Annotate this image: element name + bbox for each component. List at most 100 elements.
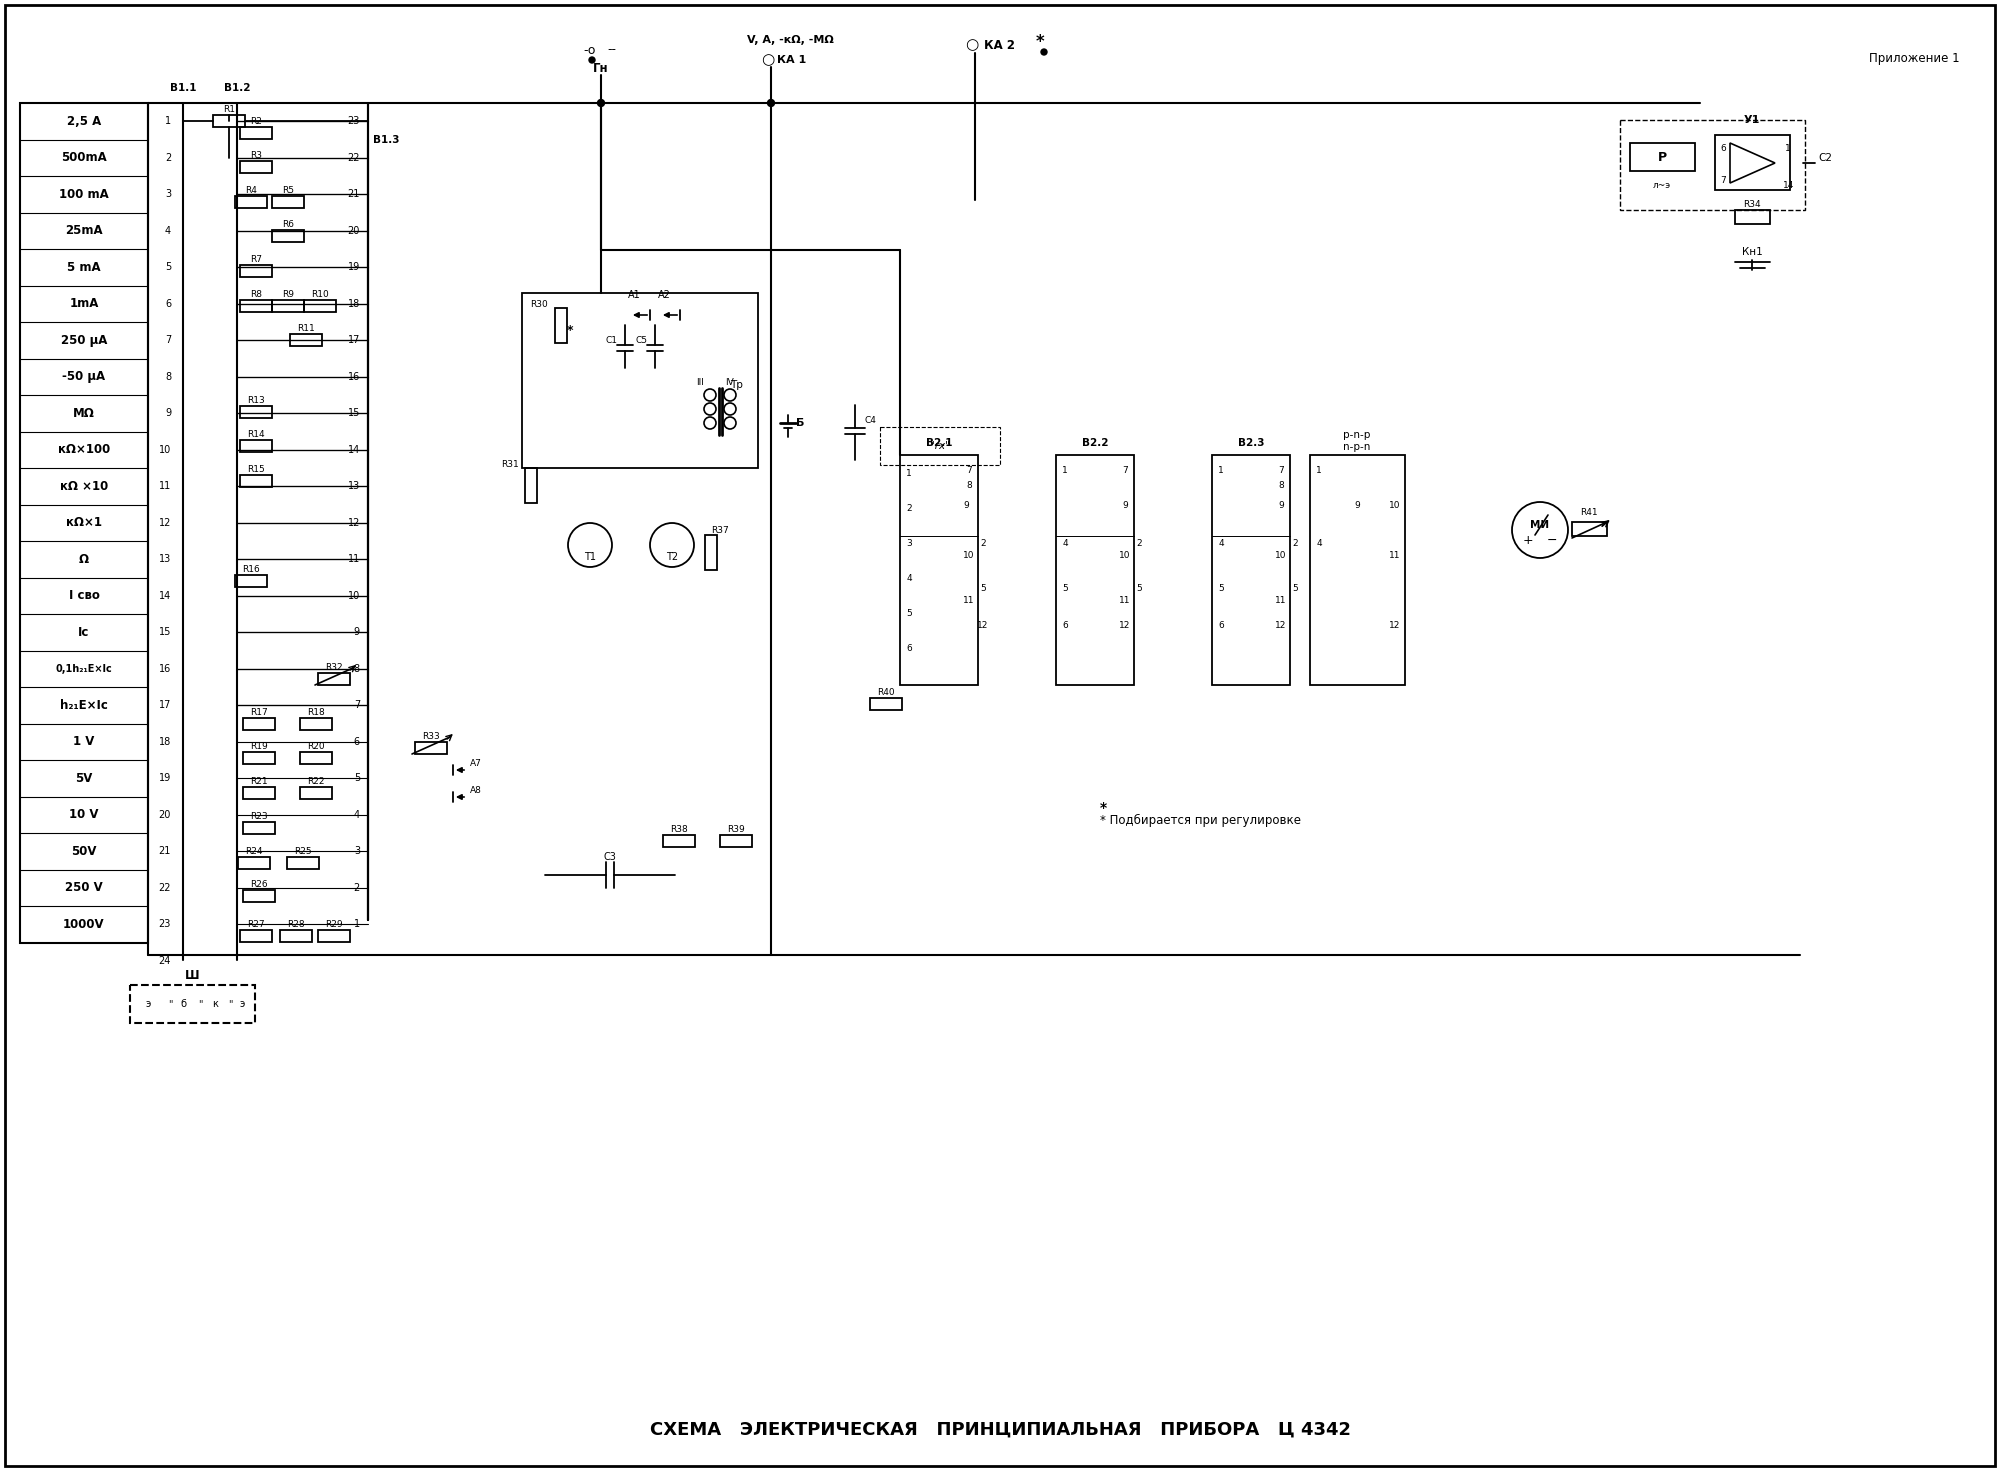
- Text: −: −: [1546, 534, 1558, 547]
- Circle shape: [598, 100, 604, 106]
- Text: 1: 1: [164, 116, 172, 127]
- Text: 2: 2: [164, 153, 172, 163]
- Text: R1: R1: [224, 104, 236, 113]
- Bar: [212, 115, 244, 127]
- Text: КА 2: КА 2: [984, 38, 1016, 51]
- Bar: [290, 334, 322, 346]
- Text: 16: 16: [348, 372, 360, 382]
- Bar: [1630, 143, 1696, 171]
- Bar: [288, 858, 320, 869]
- Text: 20: 20: [158, 809, 172, 819]
- Text: C2: C2: [1818, 153, 1832, 163]
- Bar: [272, 196, 304, 207]
- Text: 7: 7: [1720, 175, 1726, 184]
- Text: 1: 1: [906, 468, 912, 478]
- Text: 23: 23: [348, 116, 360, 127]
- Text: R24: R24: [246, 846, 262, 856]
- Text: 1: 1: [1786, 144, 1790, 153]
- Text: 10: 10: [1120, 550, 1130, 559]
- Text: 12: 12: [1276, 621, 1286, 630]
- Text: 11: 11: [964, 596, 974, 605]
- Text: R33: R33: [422, 731, 440, 740]
- Bar: [240, 265, 272, 277]
- Text: 13: 13: [158, 555, 172, 565]
- Bar: [304, 300, 336, 312]
- Bar: [1716, 135, 1790, 190]
- Text: 9: 9: [1278, 500, 1284, 509]
- Text: 5: 5: [906, 609, 912, 618]
- Text: 12: 12: [348, 518, 360, 528]
- Text: 250 V: 250 V: [66, 881, 102, 894]
- Text: 7: 7: [1122, 465, 1128, 475]
- Text: ": ": [198, 999, 202, 1009]
- Text: 6: 6: [354, 737, 360, 747]
- Bar: [704, 535, 716, 569]
- Text: 18: 18: [158, 737, 172, 747]
- Text: I сво: I сво: [68, 590, 100, 602]
- Text: 5V: 5V: [76, 772, 92, 784]
- Text: R23: R23: [250, 812, 268, 821]
- Text: 5: 5: [1062, 584, 1068, 593]
- Text: 5: 5: [980, 584, 986, 593]
- Text: 7: 7: [164, 335, 172, 346]
- Text: -o: -o: [584, 44, 596, 56]
- Text: Т2: Т2: [666, 552, 678, 562]
- Text: 25mA: 25mA: [66, 224, 102, 237]
- Text: C5: C5: [636, 335, 648, 344]
- Text: В2.2: В2.2: [1082, 438, 1108, 449]
- Text: 0,1h₂₁E×Ic: 0,1h₂₁E×Ic: [56, 663, 112, 674]
- Bar: [240, 440, 272, 452]
- Bar: [240, 300, 272, 312]
- Text: л~э: л~э: [1652, 181, 1672, 190]
- Text: МИ: МИ: [1530, 521, 1550, 530]
- Text: 250 μА: 250 μА: [60, 334, 108, 347]
- Text: R27: R27: [248, 919, 264, 928]
- Text: 50V: 50V: [72, 844, 96, 858]
- Bar: [1212, 455, 1290, 685]
- Bar: [272, 300, 304, 312]
- Text: 9: 9: [1354, 500, 1360, 509]
- Text: А8: А8: [470, 786, 482, 794]
- Text: 10 V: 10 V: [70, 808, 98, 821]
- Bar: [244, 718, 276, 730]
- Bar: [1572, 522, 1608, 535]
- Text: 16: 16: [158, 663, 172, 674]
- Text: h₂₁E×Ic: h₂₁E×Ic: [60, 699, 108, 712]
- Text: 1: 1: [1062, 465, 1068, 475]
- Text: 2: 2: [906, 503, 912, 512]
- Text: R39: R39: [728, 825, 744, 834]
- Text: 11: 11: [348, 555, 360, 565]
- Text: C1: C1: [604, 335, 616, 344]
- Bar: [244, 752, 276, 763]
- Text: 14: 14: [348, 444, 360, 455]
- Text: 20: 20: [348, 225, 360, 235]
- Text: 18: 18: [348, 299, 360, 309]
- Text: 2: 2: [1136, 538, 1142, 547]
- Bar: [1736, 210, 1770, 224]
- Text: *: *: [1036, 32, 1044, 51]
- Text: р-n-р: р-n-р: [1344, 430, 1370, 440]
- Bar: [880, 427, 1000, 465]
- Text: 6: 6: [1218, 621, 1224, 630]
- Text: R22: R22: [308, 777, 324, 786]
- Text: 22: 22: [348, 153, 360, 163]
- Text: В2.3: В2.3: [1238, 438, 1264, 449]
- Text: 6: 6: [906, 643, 912, 653]
- Text: 9: 9: [1122, 500, 1128, 509]
- Text: 23: 23: [158, 919, 172, 930]
- Bar: [244, 787, 276, 799]
- Circle shape: [1040, 49, 1048, 54]
- Bar: [244, 822, 276, 834]
- Bar: [318, 930, 350, 941]
- Text: 100 mA: 100 mA: [60, 188, 108, 200]
- Bar: [240, 160, 272, 174]
- Bar: [300, 787, 332, 799]
- Text: ": ": [168, 999, 172, 1009]
- Text: 1: 1: [1218, 465, 1224, 475]
- Text: 19: 19: [348, 262, 360, 272]
- Text: Ш: Ш: [184, 968, 200, 981]
- Bar: [300, 752, 332, 763]
- Bar: [240, 406, 272, 418]
- Text: 12: 12: [1390, 621, 1400, 630]
- Text: 5: 5: [354, 774, 360, 783]
